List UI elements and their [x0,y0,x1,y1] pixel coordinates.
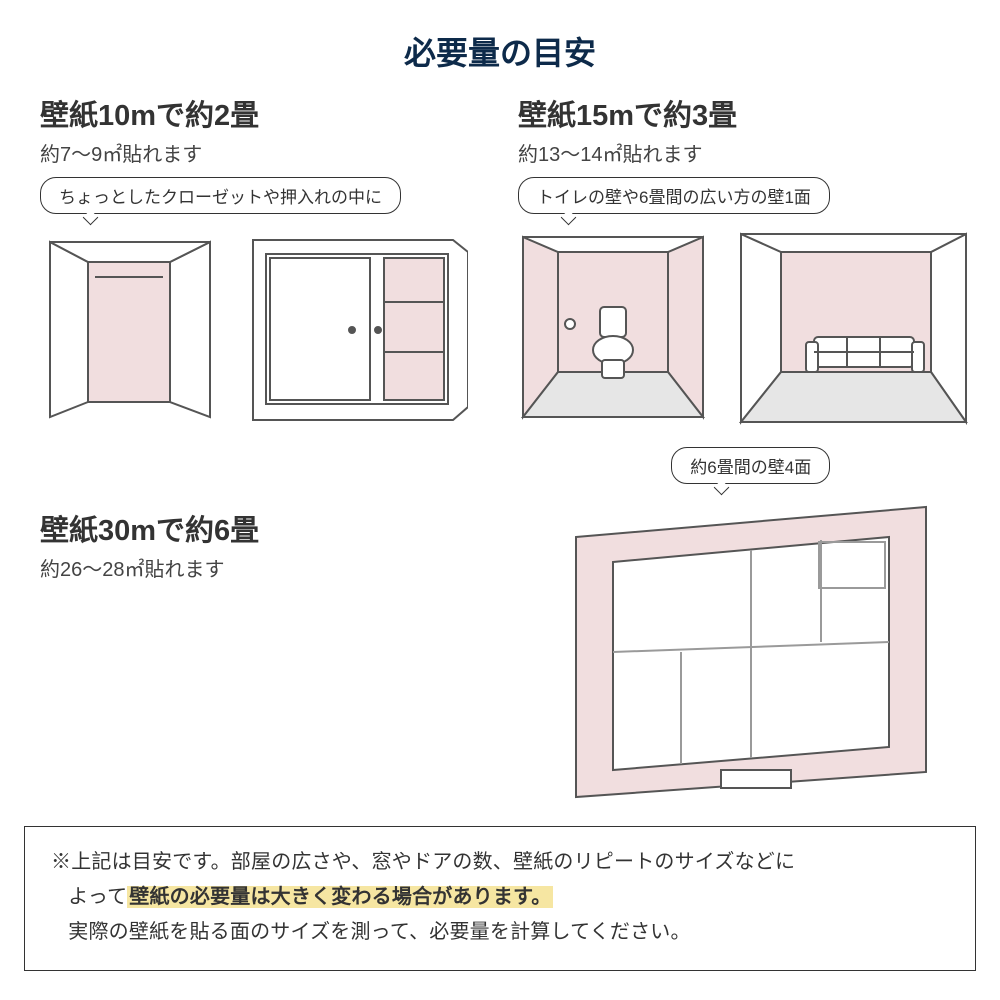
section-30m: 壁紙30mで約6畳 約26～28㎡貼れます 約6畳間の壁4面 [40,447,971,802]
note-line-3-text: 実際の壁紙を貼る面のサイズを測って、必要量を計算してください。 [68,921,690,943]
section-30m-bubble: 約6畳間の壁4面 [671,447,830,484]
cabinet-illustration [248,232,468,422]
note-box: ※上記は目安です。部屋の広さや、窓やドアの数、壁紙のリピートのサイズなどに よっ… [24,826,976,971]
section-10m-bubble: ちょっとしたクローゼットや押入れの中に [40,177,401,214]
note-line-2: よって壁紙の必要量は大きく変わる場合があります。 [51,880,949,915]
section-15m-sub: 約13～14㎡貼れます [518,138,971,167]
page-title: 必要量の目安 [0,0,1000,92]
sections-grid: 壁紙10mで約2畳 約7～9㎡貼れます ちょっとしたクローゼットや押入れの中に [0,92,1000,802]
section-10m: 壁紙10mで約2畳 約7～9㎡貼れます ちょっとしたクローゼットや押入れの中に [40,92,468,427]
note-highlight: 壁紙の必要量は大きく変わる場合があります。 [127,886,553,908]
section-30m-sub: 約26～28㎡貼れます [40,553,481,582]
livingroom-illustration [736,232,971,427]
toilet-illustration [518,232,708,427]
closet-illustration [40,232,220,422]
section-15m: 壁紙15mで約3畳 約13～14㎡貼れます トイレの壁や6畳間の広い方の壁1面 [518,92,971,427]
room-plan-illustration [571,502,931,802]
section-10m-head: 壁紙10mで約2畳 [40,92,468,134]
note-line-1: ※上記は目安です。部屋の広さや、窓やドアの数、壁紙のリピートのサイズなどに [51,845,949,880]
note-line-2a: よって [68,886,127,908]
section-10m-sub: 約7～9㎡貼れます [40,138,468,167]
note-line-3: 実際の壁紙を貼る面のサイズを測って、必要量を計算してください。 [51,915,949,950]
section-30m-head: 壁紙30mで約6畳 [40,507,481,549]
section-15m-head: 壁紙15mで約3畳 [518,92,971,134]
section-15m-bubble: トイレの壁や6畳間の広い方の壁1面 [518,177,830,214]
